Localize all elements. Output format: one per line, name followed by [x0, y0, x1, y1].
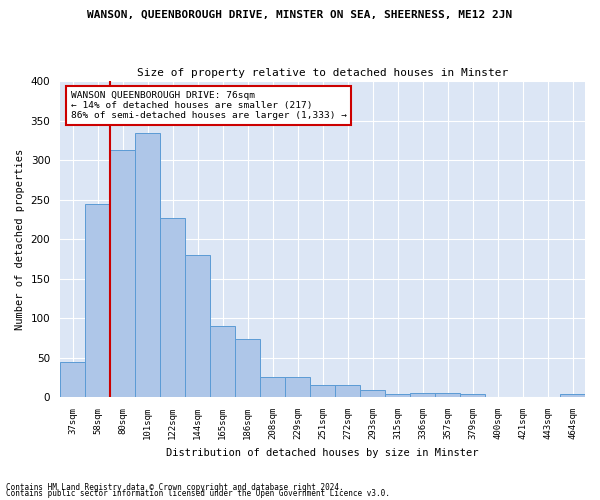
Title: Size of property relative to detached houses in Minster: Size of property relative to detached ho… — [137, 68, 508, 78]
Text: Contains HM Land Registry data © Crown copyright and database right 2024.: Contains HM Land Registry data © Crown c… — [6, 483, 344, 492]
Bar — [135, 133, 160, 397]
Bar — [85, 204, 110, 397]
Bar — [110, 150, 135, 397]
Bar — [460, 394, 485, 397]
Bar — [385, 394, 410, 397]
Bar — [410, 393, 435, 397]
Bar — [335, 386, 360, 397]
Text: WANSON QUEENBOROUGH DRIVE: 76sqm
← 14% of detached houses are smaller (217)
86% : WANSON QUEENBOROUGH DRIVE: 76sqm ← 14% o… — [71, 90, 347, 120]
Text: Contains public sector information licensed under the Open Government Licence v3: Contains public sector information licen… — [6, 490, 390, 498]
Bar — [185, 255, 210, 397]
Y-axis label: Number of detached properties: Number of detached properties — [15, 148, 25, 330]
Bar — [285, 376, 310, 397]
Bar — [435, 393, 460, 397]
Bar — [235, 338, 260, 397]
Bar — [560, 394, 585, 397]
Bar — [210, 326, 235, 397]
X-axis label: Distribution of detached houses by size in Minster: Distribution of detached houses by size … — [166, 448, 479, 458]
Bar — [160, 218, 185, 397]
Bar — [260, 376, 285, 397]
Text: WANSON, QUEENBOROUGH DRIVE, MINSTER ON SEA, SHEERNESS, ME12 2JN: WANSON, QUEENBOROUGH DRIVE, MINSTER ON S… — [88, 10, 512, 20]
Bar — [310, 386, 335, 397]
Bar — [60, 362, 85, 397]
Bar — [360, 390, 385, 397]
